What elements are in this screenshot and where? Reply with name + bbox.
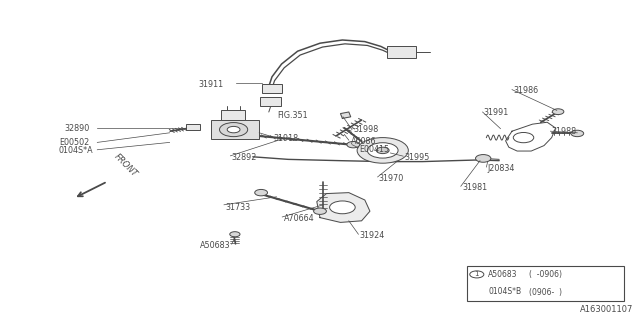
Text: 31981: 31981 — [462, 183, 487, 192]
Text: 31995: 31995 — [404, 153, 430, 162]
Circle shape — [470, 271, 484, 278]
Circle shape — [552, 109, 564, 115]
Text: 32892: 32892 — [232, 153, 257, 162]
Circle shape — [376, 147, 389, 154]
Text: A50683: A50683 — [200, 241, 230, 250]
Text: A50683: A50683 — [488, 270, 518, 279]
Text: 31991: 31991 — [483, 108, 508, 117]
Circle shape — [476, 155, 491, 162]
Text: 31986: 31986 — [513, 86, 538, 95]
Text: 31911: 31911 — [198, 80, 223, 89]
Bar — [211, 120, 259, 139]
Circle shape — [357, 138, 408, 163]
Text: 0104S*A: 0104S*A — [59, 146, 93, 155]
Polygon shape — [340, 112, 351, 118]
Text: (0906-  ): (0906- ) — [529, 287, 563, 297]
Text: A70664: A70664 — [284, 214, 314, 223]
Circle shape — [227, 126, 240, 133]
Text: 1: 1 — [474, 271, 479, 277]
Polygon shape — [317, 193, 370, 222]
Circle shape — [255, 189, 268, 196]
Text: 31924: 31924 — [360, 231, 385, 240]
Text: 32890: 32890 — [64, 124, 89, 133]
Circle shape — [347, 141, 360, 148]
Text: 31970: 31970 — [379, 174, 404, 183]
Text: (  -0906): ( -0906) — [529, 270, 563, 279]
Bar — [262, 84, 282, 93]
Circle shape — [314, 208, 326, 214]
Circle shape — [220, 123, 248, 137]
Text: 31918: 31918 — [274, 134, 299, 143]
Circle shape — [230, 232, 240, 237]
Text: E00415: E00415 — [360, 145, 390, 154]
Circle shape — [330, 201, 355, 214]
Text: 0104S*B: 0104S*B — [488, 287, 522, 297]
Circle shape — [513, 132, 534, 143]
Circle shape — [571, 130, 584, 137]
Text: A163001107: A163001107 — [580, 305, 634, 314]
Text: FRONT: FRONT — [112, 153, 139, 179]
Text: 31988: 31988 — [552, 127, 577, 136]
Text: J20834: J20834 — [488, 164, 515, 173]
Bar — [186, 124, 200, 130]
Text: FIG.351: FIG.351 — [277, 111, 308, 120]
Bar — [387, 46, 416, 58]
Bar — [221, 110, 245, 120]
Text: 31733: 31733 — [225, 203, 250, 212]
Circle shape — [367, 143, 398, 158]
Text: 31998: 31998 — [354, 125, 379, 134]
Text: E00502: E00502 — [59, 138, 89, 147]
Bar — [467, 266, 624, 301]
Text: A6086: A6086 — [351, 137, 376, 146]
Bar — [260, 97, 281, 106]
